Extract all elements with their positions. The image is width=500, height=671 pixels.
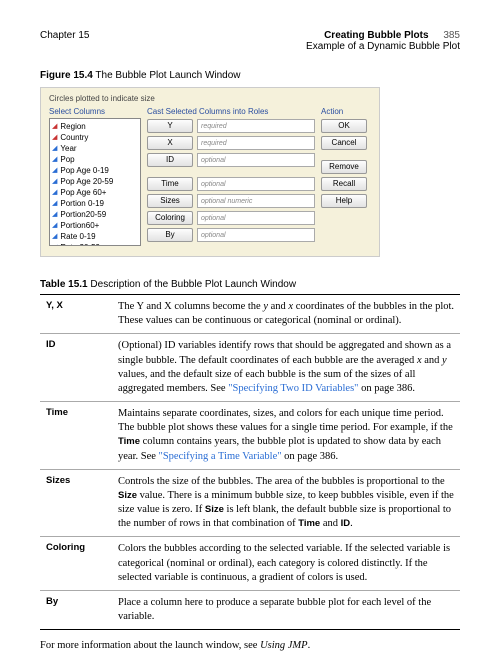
role-button-by[interactable]: By: [147, 228, 193, 242]
role-field-y[interactable]: required: [197, 119, 315, 133]
table-row: SizesControls the size of the bubbles. T…: [40, 470, 460, 538]
column-item[interactable]: ◢Pop Age 60+: [52, 187, 138, 198]
role-field-x[interactable]: required: [197, 136, 315, 150]
column-item[interactable]: ◢Pop Age 0-19: [52, 165, 138, 176]
table-label: Table 15.1: [40, 279, 88, 290]
launch-window: Circles plotted to indicate size Select …: [40, 87, 380, 257]
header-right: Creating Bubble Plots 385 Example of a D…: [306, 30, 460, 52]
row-term: ID: [46, 339, 118, 396]
role-button-x[interactable]: X: [147, 136, 193, 150]
action-button-help[interactable]: Help: [321, 194, 367, 208]
role-button-time[interactable]: Time: [147, 177, 193, 191]
role-button-coloring[interactable]: Coloring: [147, 211, 193, 225]
column-item[interactable]: ◢Rate 20-59: [52, 242, 138, 246]
row-text: Controls the size of the bubbles. The ar…: [118, 475, 460, 532]
row-term: Y, X: [46, 300, 118, 328]
column-item[interactable]: ◢Portion 0-19: [52, 198, 138, 209]
description-table: Y, XThe Y and X columns become the y and…: [40, 294, 460, 630]
action-button-cancel[interactable]: Cancel: [321, 136, 367, 150]
table-row: ByPlace a column here to produce a separ…: [40, 591, 460, 629]
role-field-sizes[interactable]: optional numeric: [197, 194, 315, 208]
role-field-coloring[interactable]: optional: [197, 211, 315, 225]
column-item[interactable]: ◢Pop Age 20-59: [52, 176, 138, 187]
action-button-ok[interactable]: OK: [321, 119, 367, 133]
role-button-y[interactable]: Y: [147, 119, 193, 133]
column-item[interactable]: ◢Year: [52, 143, 138, 154]
row-term: By: [46, 596, 118, 624]
role-button-sizes[interactable]: Sizes: [147, 194, 193, 208]
column-list[interactable]: ◢Region◢Country◢Year◢Pop◢Pop Age 0-19◢Po…: [49, 118, 141, 246]
row-term: Sizes: [46, 475, 118, 532]
launch-top-text: Circles plotted to indicate size: [49, 94, 371, 103]
section-title: Creating Bubble Plots: [324, 30, 428, 41]
row-text: The Y and X columns become the y and x c…: [118, 300, 460, 328]
column-item[interactable]: ◢Portion20-59: [52, 209, 138, 220]
table-row: TimeMaintains separate coordinates, size…: [40, 402, 460, 470]
chapter-label: Chapter 15: [40, 30, 89, 52]
role-field-time[interactable]: optional: [197, 177, 315, 191]
row-text: Place a column here to produce a separat…: [118, 596, 460, 624]
row-text: Maintains separate coordinates, sizes, a…: [118, 407, 460, 464]
section-subtitle: Example of a Dynamic Bubble Plot: [306, 41, 460, 52]
column-item[interactable]: ◢Country: [52, 132, 138, 143]
figure-text: The Bubble Plot Launch Window: [95, 70, 240, 81]
column-item[interactable]: ◢Rate 0-19: [52, 231, 138, 242]
figure-label: Figure 15.4: [40, 70, 93, 81]
column-item[interactable]: ◢Pop: [52, 154, 138, 165]
roles-title: Cast Selected Columns into Roles: [147, 107, 315, 116]
action-button-remove[interactable]: Remove: [321, 160, 367, 174]
table-row: ID(Optional) ID variables identify rows …: [40, 334, 460, 402]
figure-caption: Figure 15.4 The Bubble Plot Launch Windo…: [40, 70, 460, 81]
select-columns-label: Select Columns: [49, 107, 141, 116]
table-caption-text: Description of the Bubble Plot Launch Wi…: [90, 279, 296, 290]
row-text: Colors the bubbles according to the sele…: [118, 542, 460, 585]
row-term: Coloring: [46, 542, 118, 585]
page-header: Chapter 15 Creating Bubble Plots 385 Exa…: [40, 30, 460, 52]
row-text: (Optional) ID variables identify rows th…: [118, 339, 460, 396]
page-number: 385: [443, 30, 460, 41]
table-row: Y, XThe Y and X columns become the y and…: [40, 295, 460, 334]
footer-note: For more information about the launch wi…: [40, 640, 460, 651]
table-row: ColoringColors the bubbles according to …: [40, 537, 460, 591]
table-caption: Table 15.1 Description of the Bubble Plo…: [40, 279, 460, 290]
action-button-recall[interactable]: Recall: [321, 177, 367, 191]
column-item[interactable]: ◢Portion60+: [52, 220, 138, 231]
role-field-id[interactable]: optional: [197, 153, 315, 167]
role-button-id[interactable]: ID: [147, 153, 193, 167]
action-title: Action: [321, 107, 371, 116]
role-field-by[interactable]: optional: [197, 228, 315, 242]
row-term: Time: [46, 407, 118, 464]
column-item[interactable]: ◢Region: [52, 121, 138, 132]
